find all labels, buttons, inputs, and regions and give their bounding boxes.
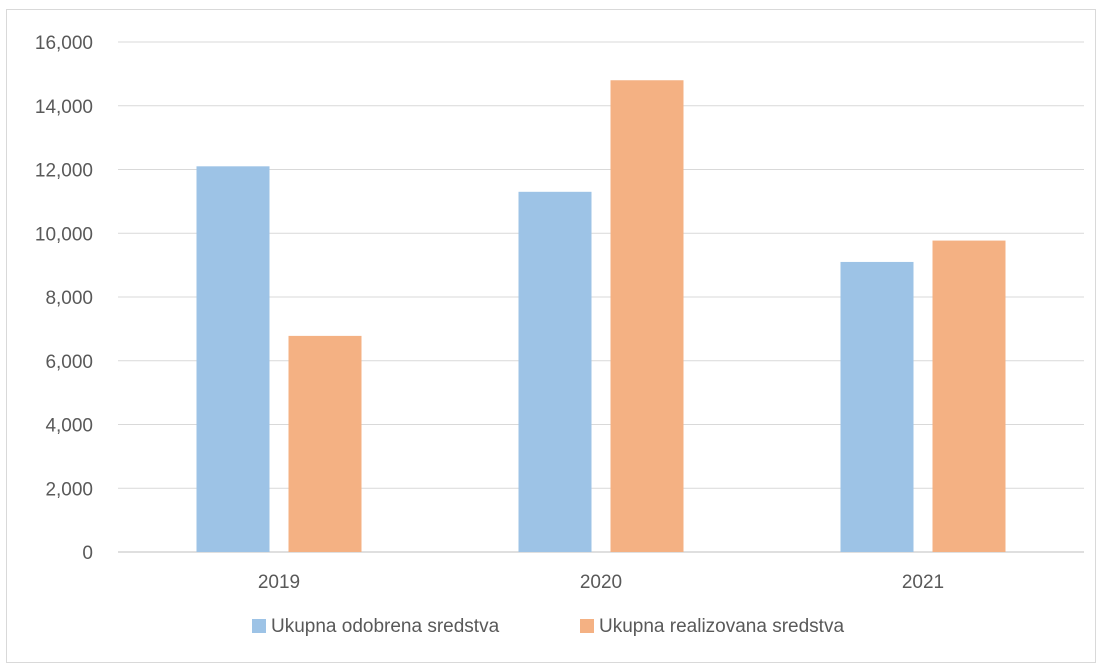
bar-realizovana-2021	[932, 240, 1006, 553]
gridlines	[118, 41, 1084, 553]
bar-realizovana-2020	[610, 80, 684, 552]
y-tick-label: 16,000	[35, 33, 93, 54]
y-tick-label: 14,000	[35, 97, 93, 118]
y-tick-label: 6,000	[45, 352, 93, 373]
x-axis-ticks: 2019 2020 2021	[258, 572, 944, 593]
y-tick-label: 8,000	[45, 288, 93, 309]
legend-swatch	[580, 619, 594, 633]
y-tick-label: 2,000	[45, 479, 93, 500]
bar-odobrena-2020	[518, 191, 592, 552]
legend-label: Ukupna realizovana sredstva	[599, 616, 844, 637]
y-tick-label: 12,000	[35, 161, 93, 182]
legend-swatch	[252, 619, 266, 633]
x-tick-label: 2020	[580, 572, 622, 593]
bars	[196, 80, 1006, 553]
x-tick-label: 2019	[258, 572, 300, 593]
y-tick-label: 0	[82, 543, 93, 564]
bar-realizovana-2019	[288, 335, 362, 552]
bar-odobrena-2019	[196, 166, 270, 552]
y-axis-ticks: 0 2,000 4,000 6,000 8,000 10,000 12,000 14,000 1…	[35, 33, 93, 564]
y-tick-label: 10,000	[35, 224, 93, 245]
legend: Ukupna odobrena sredstva Ukupna realizova…	[252, 616, 844, 637]
x-tick-label: 2021	[902, 572, 944, 593]
bar-odobrena-2021	[840, 261, 914, 552]
legend-label: Ukupna odobrena sredstva	[271, 616, 500, 637]
y-tick-label: 4,000	[45, 416, 93, 437]
